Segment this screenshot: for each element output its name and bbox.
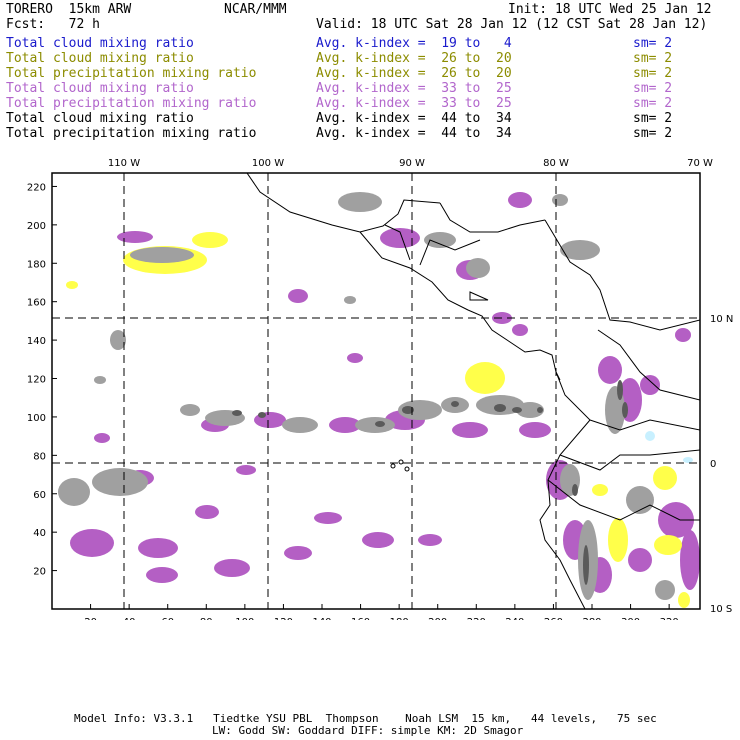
x-tick-label: 140 [312,617,331,620]
y-tick-label: 220 [27,182,46,193]
x-tick-label: 220 [467,617,486,620]
x-tick-label: 60 [161,617,174,620]
x-tick-label: 160 [351,617,370,620]
legend-field: Total precipitation mixing ratio [6,126,257,141]
legend-field: Total cloud mixing ratio [6,51,194,66]
y-tick-label: 120 [27,375,46,386]
y-tick-label: 160 [27,298,46,309]
purple-field [70,192,700,593]
organization-label: NCAR/MMM [224,2,287,17]
precip-cloud-field [52,173,700,609]
lon-label-80w: 80 W [543,158,569,169]
y-tick-label: 100 [27,413,46,424]
lon-label-70w: 70 W [687,158,713,169]
y-tick-label: 60 [33,490,46,501]
legend-kindex: Avg. k-index = 44 to 34 [316,126,512,141]
lon-label-90w: 90 W [399,158,425,169]
lon-labels: 110 W 100 W 90 W 80 W 70 W [108,158,713,169]
x-tick-label: 20 [84,617,97,620]
model-info: Model Info: V3.3.1 Tiedtke YSU PBL Thomp… [74,712,657,725]
lat-label-10s: 10 S [710,604,732,615]
legend-kindex: Avg. k-index = 33 to 25 [316,96,512,111]
x-tick-label: 180 [390,617,409,620]
y-tick-label: 200 [27,221,46,232]
lon-label-110w: 110 W [108,158,140,169]
legend-smoothing: sm= 2 [633,66,673,81]
y-tick-label: 40 [33,528,46,539]
legend-kindex: Avg. k-index = 33 to 25 [316,81,512,96]
y-tick-label: 20 [33,567,46,578]
gray-field [58,192,675,600]
legend-smoothing: sm= 2 [633,126,673,141]
y-axis: 20 40 60 80 100 120 140 160 180 200 220 [27,182,57,578]
x-axis: 20 40 60 80 100 120 140 160 180 200 220 240 260 280 30… [84,604,679,620]
y-tick-label: 140 [27,336,46,347]
lat-label-10n: 10 N [710,314,733,325]
legend-kindex: Avg. k-index = 26 to 20 [316,51,512,66]
valid-time: Valid: 18 UTC Sat 28 Jan 12 (12 CST Sat … [316,17,708,32]
x-tick-label: 200 [428,617,447,620]
legend-field: Total cloud mixing ratio [6,81,194,96]
x-tick-label: 100 [235,617,254,620]
x-tick-label: 120 [274,617,293,620]
lat-label-0: 0 [710,459,716,470]
cyan-field [645,431,693,463]
legend-field: Total precipitation mixing ratio [6,66,257,81]
map-frame [51,172,701,610]
legend-kindex: Avg. k-index = 19 to 4 [316,36,512,51]
model-title: TORERO 15km ARW [6,2,132,17]
x-tick-label: 80 [200,617,213,620]
x-tick-label: 40 [123,617,136,620]
legend-field: Total cloud mixing ratio [6,36,194,51]
forecast-hour: Fcst: 72 h [6,17,100,32]
coastlines [246,173,700,609]
x-tick-label: 320 [660,617,679,620]
forecast-map: 2040608010012014016018020022024026028030… [27,158,733,620]
legend-smoothing: sm= 2 [633,96,673,111]
legend-smoothing: sm= 2 [633,81,673,96]
legend-field: Total cloud mixing ratio [6,111,194,126]
graticule [52,173,700,609]
lon-label-100w: 100 W [252,158,284,169]
legend-field: Total precipitation mixing ratio [6,96,257,111]
legend-smoothing: sm= 2 [633,36,673,51]
x-tick-label: 280 [582,617,601,620]
x-tick-label: 300 [621,617,640,620]
x-tick-label: 260 [544,617,563,620]
physics-info: LW: Godd SW: Goddard DIFF: simple KM: 2D… [212,724,524,737]
y-tick-label: 80 [33,451,46,462]
init-time: Init: 18 UTC Wed 25 Jan 12 [508,2,712,17]
legend-kindex: Avg. k-index = 44 to 34 [316,111,512,126]
dark-field [232,380,628,585]
legend-smoothing: sm= 2 [633,111,673,126]
lat-labels: 10 N 0 10 S [710,314,733,615]
x-tick-label: 240 [505,617,524,620]
y-tick-label: 180 [27,259,46,270]
legend-smoothing: sm= 2 [633,51,673,66]
legend-kindex: Avg. k-index = 26 to 20 [316,66,512,81]
